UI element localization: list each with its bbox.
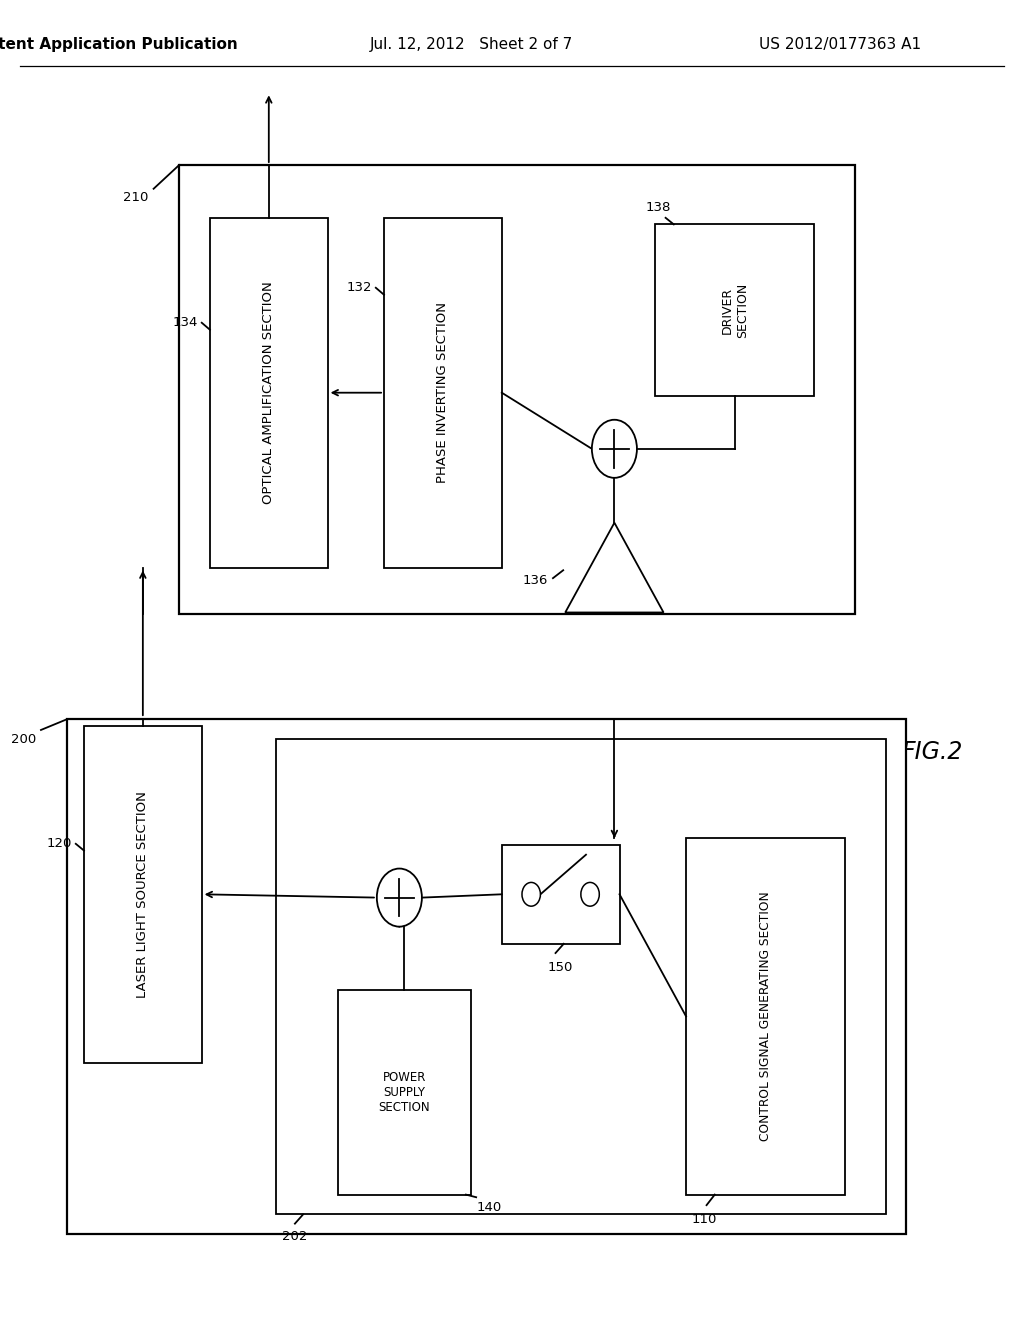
Bar	[179, 165, 855, 614]
Bar	[502, 845, 620, 944]
Text: 210: 210	[123, 191, 148, 205]
Text: US 2012/0177363 A1: US 2012/0177363 A1	[759, 37, 921, 53]
Text: 202: 202	[282, 1230, 307, 1243]
Text: 150: 150	[548, 961, 573, 974]
Bar	[338, 990, 471, 1195]
Bar	[686, 838, 845, 1195]
Circle shape	[592, 420, 637, 478]
Text: CONTROL SIGNAL GENERATING SECTION: CONTROL SIGNAL GENERATING SECTION	[759, 891, 772, 1142]
Polygon shape	[565, 523, 664, 612]
Text: PHASE INVERTING SECTION: PHASE INVERTING SECTION	[436, 302, 450, 483]
Text: 110: 110	[691, 1213, 717, 1226]
Text: 136: 136	[522, 574, 548, 587]
Text: OPTICAL AMPLIFICATION SECTION: OPTICAL AMPLIFICATION SECTION	[262, 281, 275, 504]
Text: DRIVER
SECTION: DRIVER SECTION	[721, 282, 749, 338]
Text: 134: 134	[172, 317, 198, 329]
Text: POWER
SUPPLY
SECTION: POWER SUPPLY SECTION	[379, 1071, 430, 1114]
Bar	[210, 218, 328, 568]
Text: Patent Application Publication: Patent Application Publication	[0, 37, 238, 53]
Text: 138: 138	[645, 201, 671, 214]
Bar	[84, 726, 202, 1063]
Circle shape	[377, 869, 422, 927]
Bar	[276, 739, 886, 1214]
Bar	[655, 224, 814, 396]
Text: LASER LIGHT SOURCE SECTION: LASER LIGHT SOURCE SECTION	[136, 791, 150, 998]
Text: 200: 200	[10, 733, 36, 746]
Bar	[67, 719, 906, 1234]
Bar	[384, 218, 502, 568]
Text: FIG.2: FIG.2	[901, 741, 963, 764]
Text: 140: 140	[476, 1201, 502, 1214]
Text: 120: 120	[46, 837, 72, 850]
Circle shape	[522, 883, 541, 907]
Text: 132: 132	[346, 281, 372, 294]
Text: Jul. 12, 2012   Sheet 2 of 7: Jul. 12, 2012 Sheet 2 of 7	[370, 37, 572, 53]
Circle shape	[581, 883, 599, 907]
